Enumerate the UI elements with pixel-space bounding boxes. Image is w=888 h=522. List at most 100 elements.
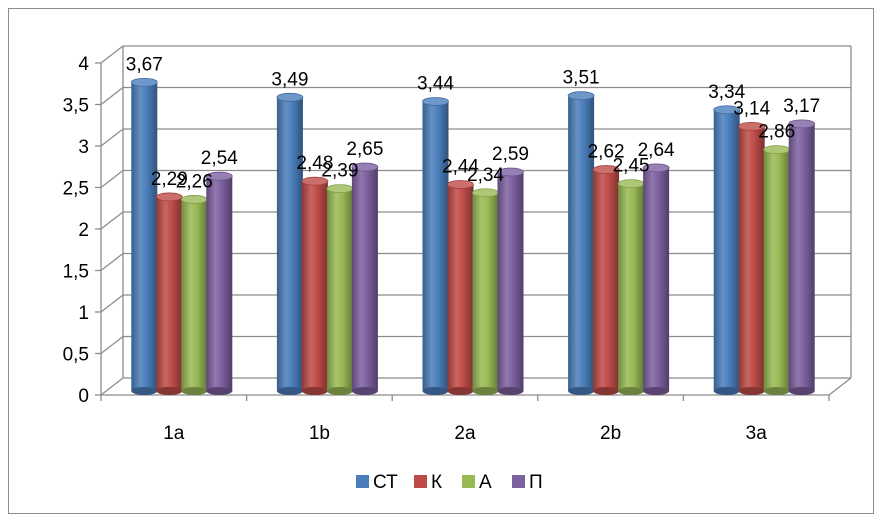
x-tick-label: 3a [746,423,768,444]
data-label: 3,17 [783,96,820,117]
bar [326,184,354,395]
data-label: 2,44 [442,156,479,177]
data-label: 2,45 [613,156,650,177]
bar [130,77,158,395]
bar-top [763,145,791,155]
legend: СТ К А П [356,472,543,493]
bar [567,91,595,395]
legend-label: А [479,472,492,493]
y-tick-label: 0,5 [63,345,89,366]
bar [788,119,816,395]
bar-body [351,167,378,391]
bar [497,167,524,395]
bar-body [568,95,595,392]
data-label: 3,49 [271,69,308,90]
gridline-diagonal [100,335,124,355]
bar-body [301,181,328,391]
gridline-diagonal [100,294,124,313]
bar-body [181,199,208,391]
bar-top [592,165,620,174]
bar-top [301,176,329,186]
bar [763,145,791,395]
data-label: 3,44 [417,73,454,94]
bar-base [568,387,595,395]
bar-top [422,97,449,106]
bar-base [326,387,353,395]
data-label: 2,65 [346,139,383,160]
bar [592,165,620,395]
bar-body [422,101,449,391]
bar-base [131,387,158,395]
bar [180,195,208,395]
bar-body [763,149,790,391]
data-label: 2,29 [151,169,188,190]
bar-top [205,171,233,181]
data-labels: 3,67 2,292,262,54 3,49 2,482,392,65 3,44 2,44… [126,54,820,192]
data-label: 2,34 [467,165,504,186]
bar-top [130,77,158,87]
gridline-diagonal [100,128,124,147]
bar-base [788,387,815,395]
bar-body [643,167,670,391]
bar-base [206,387,233,395]
gridline-diagonal [100,169,124,189]
bar-body [472,192,499,391]
bar-base [422,387,449,395]
gridline-diagonal [100,377,124,396]
bar-base [738,387,765,395]
legend-item: К [414,472,442,493]
data-label: 2,26 [176,171,213,192]
bar-base [763,387,790,395]
floor-right-edge [828,377,852,396]
data-label: 2,59 [492,144,529,165]
bar-base [618,387,645,395]
y-tick-label: 4 [78,54,89,75]
tick-labels: 0 0,5 1 1,5 2 2,5 3 3,5 4 1a 1b 2a 2b 3a [63,54,768,444]
bar-base [447,387,474,395]
bar [205,171,233,395]
legend-label: СТ [373,472,398,493]
legend-label: К [431,472,442,493]
data-label: 2,48 [296,153,333,174]
bar [713,105,741,395]
bar-top [155,192,183,202]
gridline-diagonal [100,252,124,272]
bar-top [180,195,208,204]
bar [472,188,499,395]
bars [130,77,816,395]
bar-base [156,387,183,395]
legend-label: П [529,472,543,493]
bar-base [497,387,524,395]
bar-top [567,91,595,101]
data-label: 2,54 [201,148,238,169]
gridline-diagonal [100,86,124,106]
bar-top [738,121,766,131]
legend-swatch [414,475,427,488]
bar-body [788,123,815,391]
y-tick-label: 1,5 [63,262,89,283]
gridline-diagonal [100,211,124,230]
legend-swatch [356,475,369,488]
bar-top [788,119,816,129]
bar-top [351,162,379,172]
bar-body [738,126,765,391]
legend-item: А [462,472,492,493]
bar [351,162,379,395]
bar-top [713,105,741,115]
axes [95,62,852,401]
bar-base [713,387,740,395]
bar-top [276,92,304,102]
bar-base [593,387,620,395]
data-label: 2,64 [638,140,675,161]
bar-body [447,184,474,391]
bar-base [351,387,378,395]
y-tick-label: 3 [78,137,89,158]
bar [301,176,329,395]
data-label: 2,62 [588,142,625,163]
bar [447,180,474,395]
x-tick-label: 1a [163,423,185,444]
bar [642,163,670,395]
bar [276,92,304,395]
bar [422,97,449,395]
